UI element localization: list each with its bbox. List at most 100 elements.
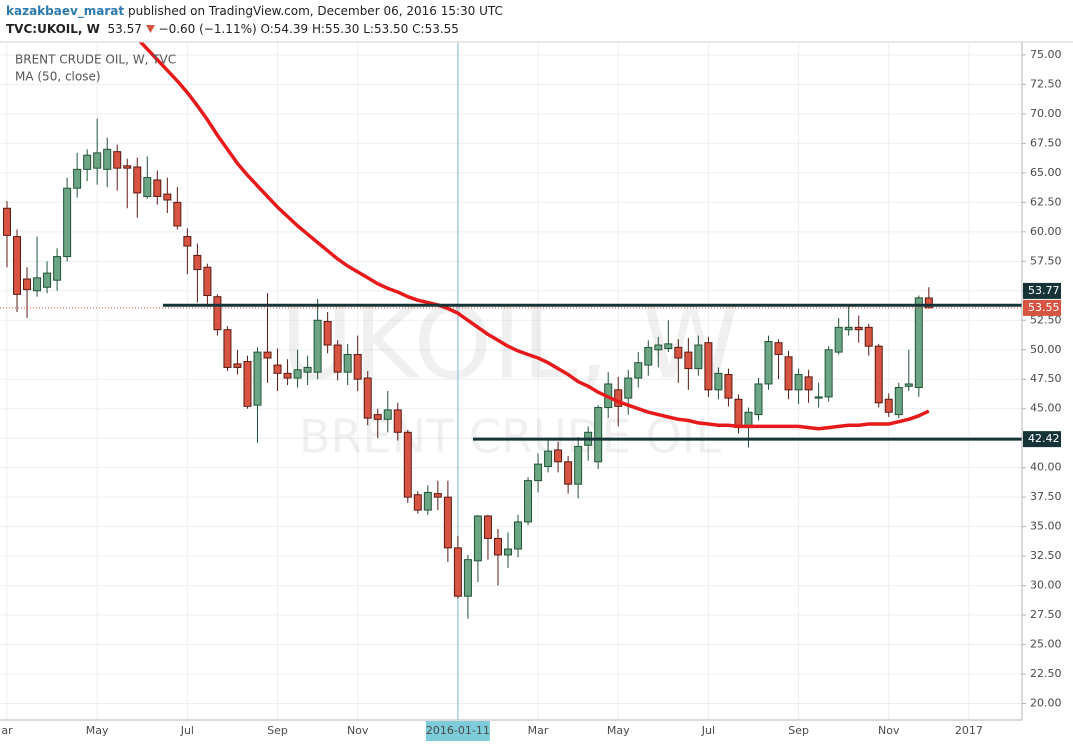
y-tick-label: 45.00: [1030, 402, 1062, 415]
change: −0.60 (−1.11%): [158, 22, 257, 36]
candle-body: [43, 272, 52, 288]
candle-body: [554, 449, 563, 463]
candle-body: [163, 193, 172, 201]
candle-body: [353, 353, 362, 380]
y-tick-label: 35.00: [1030, 520, 1062, 533]
candle-body: [834, 326, 843, 353]
candle-body: [63, 187, 72, 258]
candle-body: [283, 372, 292, 379]
candle-body: [133, 166, 142, 194]
x-tick-label: Nov: [347, 724, 369, 737]
moving-average: [138, 42, 930, 431]
candle-body: [3, 207, 11, 236]
candle-body: [393, 409, 402, 433]
candle-body: [654, 344, 663, 351]
candle-body: [73, 168, 82, 189]
watermark-symbol: UKOIL, W: [280, 284, 740, 401]
candle-body: [904, 383, 913, 387]
candle-body: [644, 346, 653, 366]
candle-body: [594, 407, 603, 463]
y-tick-label: 27.50: [1030, 608, 1062, 621]
y-tick-label: 60.00: [1030, 225, 1062, 238]
watermark-description: BRENT CRUDE OIL: [299, 410, 721, 464]
candle-body: [293, 369, 302, 379]
y-tick-label: 47.50: [1030, 372, 1062, 385]
y-tick-label: 22.50: [1030, 667, 1062, 680]
legend-ma: MA (50, close): [15, 70, 101, 84]
price-label-bg: [1023, 431, 1061, 448]
y-tick-label: 37.50: [1030, 490, 1062, 503]
candle-body: [774, 342, 783, 355]
plot-area: UKOIL, W BRENT CRUDE OIL: [0, 42, 1022, 720]
x-tick-label: Sep: [788, 724, 809, 737]
candle-body: [173, 201, 182, 227]
candle-body: [664, 343, 673, 350]
candle-body: [383, 409, 392, 420]
candle-body: [253, 351, 262, 406]
candle-body: [473, 515, 482, 562]
author[interactable]: kazakbaev_marat: [6, 4, 125, 18]
candle-body: [313, 319, 322, 373]
candle-body: [864, 326, 873, 347]
candle-body: [363, 377, 372, 419]
candle-body: [764, 340, 773, 385]
x-tick-label: May: [86, 724, 109, 737]
crosshair-label-bg: [425, 721, 490, 741]
candle-body: [844, 326, 853, 331]
candle-body: [564, 461, 573, 485]
y-tick-label: 67.50: [1030, 136, 1062, 149]
y-tick-label: 40.00: [1030, 461, 1062, 474]
y-tick-label: 65.00: [1030, 166, 1062, 179]
candle-body: [534, 463, 543, 482]
y-tick-label: 52.50: [1030, 313, 1062, 326]
candle-body: [483, 515, 492, 539]
candle-body: [333, 344, 342, 373]
candle-body: [223, 329, 232, 368]
candle-body: [183, 236, 192, 247]
candle-body: [724, 374, 733, 399]
candle-body: [13, 236, 22, 295]
y-tick-label: 75.00: [1030, 48, 1062, 61]
open: O:54.39: [260, 22, 309, 36]
y-tick-label: 32.50: [1030, 549, 1062, 562]
candle-body: [574, 445, 583, 485]
candle-body: [634, 362, 643, 379]
candle-body: [373, 414, 382, 420]
candle-body: [854, 326, 863, 331]
candle-body: [213, 296, 222, 331]
published: published on TradingView.com, December 0…: [127, 4, 503, 18]
y-tick-label: 57.50: [1030, 254, 1062, 267]
candle-body: [153, 179, 162, 197]
candle-body: [824, 349, 833, 398]
candle-body: [924, 297, 933, 309]
candle-body: [504, 548, 512, 556]
candle-body: [123, 165, 132, 169]
x-tick-label: May: [607, 724, 630, 737]
chart-title: BRENT CRUDE OIL, W, TVC: [15, 53, 176, 67]
x-tick-label: 2016-01-11: [426, 724, 490, 737]
y-tick-label: 30.00: [1030, 579, 1062, 592]
candle-body: [734, 398, 743, 429]
candle-body: [343, 353, 352, 373]
candle-body: [524, 480, 533, 523]
price-label: 42.42: [1028, 432, 1060, 445]
candle-body: [514, 521, 523, 550]
candle-body: [463, 559, 472, 597]
axes: 20.00 22.50 25.00 27.50 30.00 32.50 35.00 37.50…: [0, 41, 1073, 741]
x-tick-label: Jul: [701, 724, 715, 737]
symbol: TVC:UKOIL, W: [6, 22, 100, 36]
candle-body: [754, 383, 763, 416]
publish-line: kazakbaev_marat published on TradingView…: [6, 2, 503, 20]
candle-body: [443, 496, 452, 549]
candle-body: [33, 277, 42, 292]
candle-body: [143, 177, 152, 197]
candle-body: [894, 386, 903, 416]
candle-body: [23, 278, 32, 291]
candle-body: [243, 361, 252, 407]
price-label-bg: [1023, 282, 1061, 299]
y-tick-label: 50.00: [1030, 343, 1062, 356]
x-tick-label: Mar: [528, 724, 549, 737]
candle-body: [453, 547, 462, 597]
